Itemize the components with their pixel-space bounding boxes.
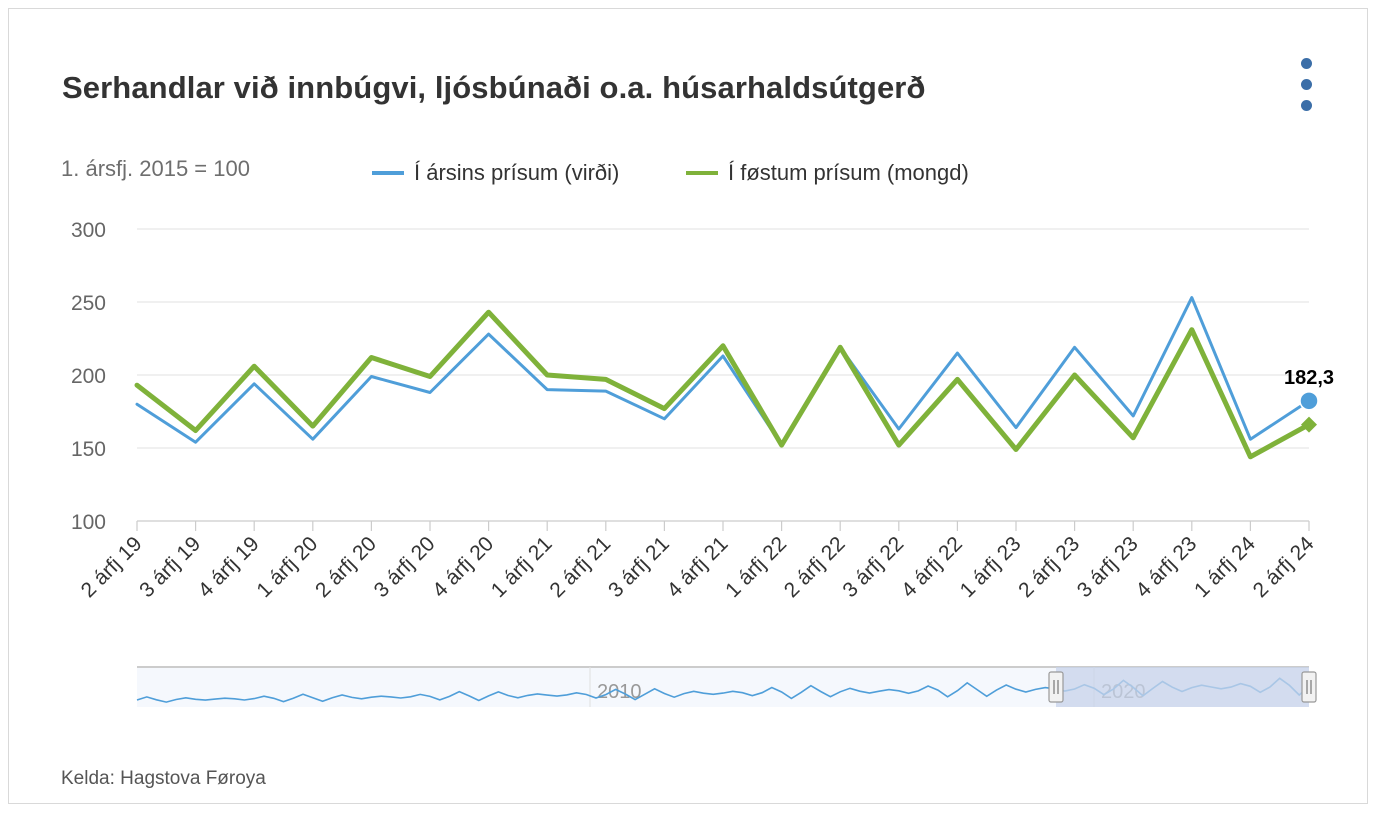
data-point-s0-16[interactable] [1068,340,1082,354]
handle-body[interactable] [1301,671,1317,703]
x-tick-label: 3 árfj 23 [1073,532,1143,602]
legend-label-green: Í føstum prísum (mongd) [728,160,969,185]
legend-label-blue: Í ársins prísum (virði) [414,160,620,185]
x-tick-label: 2 árfj 20 [311,532,381,602]
data-point-s1-10[interactable] [716,339,730,353]
data-point-s0-5[interactable] [423,386,437,400]
data-point-s0-15[interactable] [1009,421,1023,435]
x-tick-label: 4 árfj 22 [897,532,967,602]
data-point-s1-19[interactable] [1243,450,1257,464]
data-point-s1-17[interactable] [1126,431,1140,445]
x-tick-label: 4 árfj 20 [428,532,498,602]
data-point-s1-14[interactable] [950,372,964,386]
data-point-s1-8[interactable] [599,372,613,386]
data-point-s0-18[interactable] [1185,291,1199,305]
x-tick-label: 1 árfj 23 [956,532,1026,602]
data-point-s1-0[interactable] [130,378,144,392]
data-point-s1-5[interactable] [423,369,437,383]
y-tick-label: 100 [71,511,106,534]
data-point-s1-7[interactable] [540,368,554,382]
x-tick-label: 2 árfj 24 [1249,532,1319,602]
data-point-s1-13[interactable] [892,438,906,452]
y-tick-label: 300 [71,219,106,242]
data-point-s0-7[interactable] [540,383,554,397]
x-tick-label: 1 árfj 20 [252,532,322,602]
x-tick-label: 2 árfj 22 [780,532,850,602]
data-point-s1-15[interactable] [1009,442,1023,456]
x-tick-label: 2 árfj 21 [545,532,615,602]
data-point-s0-6[interactable] [482,327,496,341]
x-tick-label: 2 árfj 19 [77,532,147,602]
data-point-s0-4[interactable] [364,369,378,383]
navigator-selected-range[interactable] [1056,667,1309,707]
source-credit: Kelda: Hagstova Føroya [61,768,266,789]
y-tick-label: 250 [71,292,106,315]
x-tick-label: 2 árfj 23 [1014,532,1084,602]
data-point-s1-11[interactable] [775,438,789,452]
data-point-s0-17[interactable] [1126,409,1140,423]
data-point-s0-14[interactable] [950,346,964,360]
data-point-s0-0[interactable] [130,397,144,411]
x-tick-label: 1 árfj 21 [487,532,557,602]
data-point-s0-2[interactable] [247,377,261,391]
legend-item-blue[interactable]: Í ársins prísum (virði) [372,160,619,186]
data-point-s1-18[interactable] [1185,323,1199,337]
y-tick-label: 150 [71,438,106,461]
data-point-s1-3[interactable] [306,419,320,433]
x-tick-label: 4 árfj 21 [663,532,733,602]
legend-item-green[interactable]: Í føstum prísum (mongd) [686,160,969,186]
navigator-right-handle[interactable] [1301,671,1317,703]
x-tick-label: 3 árfj 22 [838,532,908,602]
navigator-left-handle[interactable] [1048,671,1064,703]
series-line-1[interactable] [134,309,1312,460]
legend-swatch-green [686,171,718,175]
x-tick-label: 1 árfj 24 [1190,532,1260,602]
data-point-s1-16[interactable] [1068,368,1082,382]
x-tick-label: 3 árfj 20 [370,532,440,602]
data-point-s1-9[interactable] [657,402,671,416]
handle-body[interactable] [1048,671,1064,703]
x-tick-label: 4 árfj 19 [194,532,264,602]
three-dots-vertical-icon[interactable] [1292,56,1322,120]
data-point-s1-12[interactable] [833,340,847,354]
x-tick-label: 1 árfj 22 [721,532,791,602]
series-line-0[interactable] [135,296,1311,447]
data-point-s1-4[interactable] [364,350,378,364]
data-point-s1-2[interactable] [247,359,261,373]
x-tick-label: 3 árfj 21 [604,532,674,602]
x-tick-label: 3 árfj 19 [135,532,205,602]
chart-title: Serhandlar við innbúgvi, ljósbúnaði o.a.… [62,70,926,105]
data-point-s0-3[interactable] [306,432,320,446]
data-label: 182,3 [1284,367,1334,389]
data-point-s1-6[interactable] [482,305,496,319]
data-point-s1-1[interactable] [189,423,203,437]
highlight-marker-green[interactable] [1301,416,1317,433]
legend-swatch-blue [372,171,404,175]
x-tick-label: 4 árfj 23 [1131,532,1201,602]
y-tick-label: 200 [71,365,106,388]
chart-subtitle: 1. ársfj. 2015 = 100 [61,156,250,181]
highlight-marker-blue[interactable] [1299,391,1319,411]
